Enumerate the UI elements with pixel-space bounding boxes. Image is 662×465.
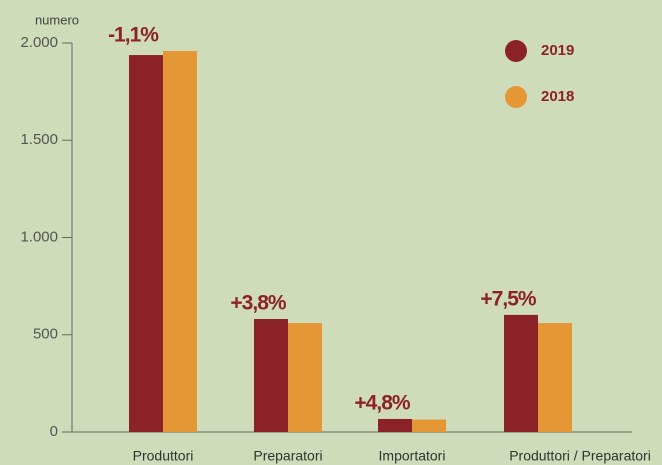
annotation: +7,5% [480,287,536,310]
annotation: -1,1% [108,24,159,47]
y-tick-label: 500 [33,326,58,343]
legend-marker [505,86,527,108]
legend-label: 2019 [541,42,574,59]
y-tick-label: 1.500 [20,131,58,148]
bar [378,418,412,432]
y-tick-label: 2.000 [20,34,58,51]
bar [538,323,572,432]
y-tick-label: 0 [50,423,58,440]
legend-label: 2018 [541,88,574,105]
annotation: +4,8% [354,392,410,415]
bar [163,50,197,433]
x-tick-label: Importatori [379,448,446,464]
y-axis-label: numero [35,12,79,27]
bar [129,55,163,433]
legend-marker [505,40,527,62]
bar [412,419,446,432]
x-tick-label: Produttori [133,448,194,464]
annotation: +3,8% [230,292,286,315]
y-tick-label: 1.000 [20,228,58,245]
bar [254,318,288,432]
x-tick-label: Produttori / Preparatori [509,448,651,464]
x-tick-label: Preparatori [253,448,322,464]
bar [504,314,538,432]
bar [288,323,322,432]
